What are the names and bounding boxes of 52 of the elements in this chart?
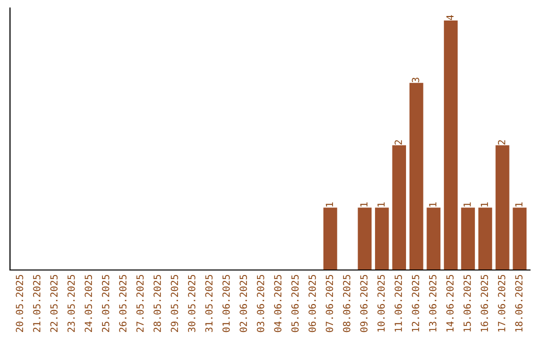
data-label: 1 xyxy=(360,202,368,206)
data-label: 1 xyxy=(480,202,488,206)
x-tick-label: 07.06.2025 xyxy=(326,274,334,332)
x-tick-label: 26.05.2025 xyxy=(119,274,126,332)
x-tick-label: 03.06.2025 xyxy=(256,274,264,332)
bar xyxy=(323,208,338,270)
x-tick-label: 22.05.2025 xyxy=(50,274,58,332)
x-tick-label: 23.05.2025 xyxy=(67,274,75,332)
x-tick-label: 05.06.2025 xyxy=(291,274,299,332)
data-label: 1 xyxy=(464,202,471,206)
bar xyxy=(496,145,510,270)
data-label: 3 xyxy=(412,78,420,82)
x-tick-label: 09.06.2025 xyxy=(360,274,368,332)
x-tick-label: 20.05.2025 xyxy=(16,274,24,332)
data-label: 1 xyxy=(326,202,333,206)
x-tick-label: 15.06.2025 xyxy=(464,274,471,332)
data-label: 1 xyxy=(429,202,436,206)
x-tick-label: 25.05.2025 xyxy=(102,274,110,332)
x-tick-label: 02.06.2025 xyxy=(240,274,248,332)
data-label: 2 xyxy=(394,140,402,145)
x-tick-label: 06.06.2025 xyxy=(308,274,316,332)
x-tick-label: 10.06.2025 xyxy=(377,274,385,332)
x-tick-label: 13.06.2025 xyxy=(429,274,436,332)
bar xyxy=(461,208,475,270)
bar xyxy=(512,208,527,270)
x-tick-label: 08.06.2025 xyxy=(342,274,350,332)
bar xyxy=(375,208,389,270)
data-label: 1 xyxy=(515,202,522,206)
bar xyxy=(392,145,406,270)
x-tick-label: 01.06.2025 xyxy=(222,274,230,332)
x-tick-label: 04.06.2025 xyxy=(274,274,282,332)
x-tick-label: 21.05.2025 xyxy=(33,274,40,332)
x-tick-label: 30.05.2025 xyxy=(188,274,196,332)
x-tick-label: 16.06.2025 xyxy=(480,274,488,332)
x-tick-label: 11.06.2025 xyxy=(394,274,402,332)
bar xyxy=(426,208,440,270)
x-tick-label: 14.06.2025 xyxy=(446,274,454,332)
bar xyxy=(478,208,492,270)
bar xyxy=(409,82,424,270)
x-tick-label: 24.05.2025 xyxy=(84,274,92,332)
bar xyxy=(444,20,458,270)
x-tick-label: 18.06.2025 xyxy=(515,274,523,332)
x-tick-label: 29.05.2025 xyxy=(170,274,178,332)
x-tick-label: 12.06.2025 xyxy=(412,274,420,332)
bar xyxy=(358,208,372,270)
x-tick-label: 31.05.2025 xyxy=(205,274,213,332)
x-tick-label: 28.05.2025 xyxy=(154,274,161,332)
x-tick-label: 27.05.2025 xyxy=(136,274,144,332)
x-tick-label: 17.06.2025 xyxy=(498,274,506,332)
data-label: 1 xyxy=(378,202,385,206)
data-label: 2 xyxy=(498,140,506,145)
data-label: 4 xyxy=(446,15,454,20)
